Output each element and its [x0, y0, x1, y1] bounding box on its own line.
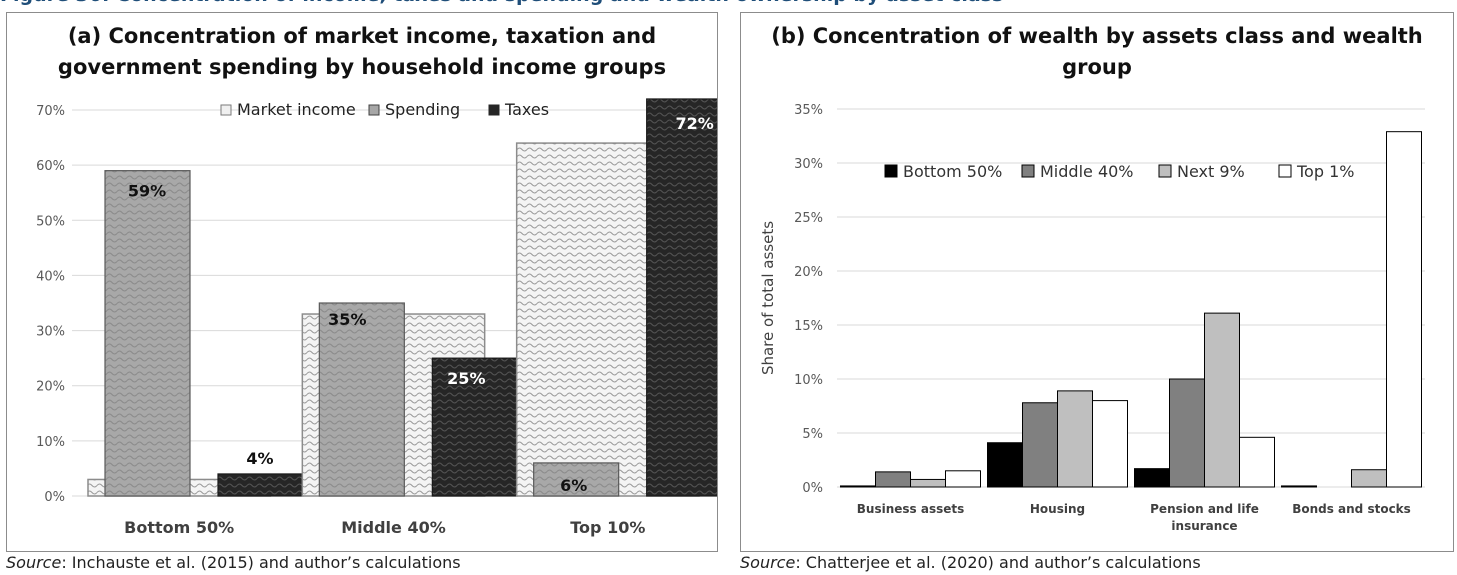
source-a: Source: Inchauste et al. (2015) and auth… — [6, 553, 461, 572]
chart-a-ytick-label: 10% — [36, 435, 65, 450]
chart-a-data-label: 25% — [447, 369, 485, 388]
chart-a-category-label: Top 10% — [570, 518, 645, 537]
chart-b-ylabel: Share of total assets — [759, 221, 777, 375]
chart-a-legend-label: Spending — [385, 100, 460, 119]
panel-a-title-line1: (a) Concentration of market income, taxa… — [67, 24, 657, 48]
chart-b-legend-label: Bottom 50% — [903, 162, 1002, 181]
chart-a-legend-swatch — [220, 104, 232, 116]
chart-a-legend-label: Taxes — [504, 100, 549, 119]
bar-spending-top-10 — [533, 462, 620, 497]
bar-middle-40-0 — [875, 471, 911, 488]
bar-next-9-2 — [1204, 312, 1240, 488]
chart-a-category-label: Bottom 50% — [124, 518, 234, 537]
panel-b-title-line1: (b) Concentration of wealth by assets cl… — [771, 24, 1423, 48]
bar-top-1-3 — [1386, 131, 1422, 488]
bar-middle-40-2 — [1169, 378, 1205, 488]
bar-middle-40-1 — [1022, 402, 1058, 488]
chart-b: 0% 5% 10% 15% 20% 25% 30% 35% Share of total as… — [759, 103, 1425, 533]
bar-bottom-50-3 — [1281, 485, 1317, 488]
bar-top-1-2 — [1239, 436, 1275, 488]
chart-b-ytick-label: 15% — [794, 319, 823, 334]
chart-a-data-label: 6% — [560, 476, 587, 495]
chart-b-legend-label: Top 1% — [1296, 162, 1354, 181]
chart-b-ytick-label: 30% — [794, 157, 823, 172]
chart-b-legend-label: Next 9% — [1177, 162, 1245, 181]
chart-b-legend-swatch — [884, 164, 898, 178]
bar-bottom-50-0 — [840, 485, 876, 488]
chart-b-ytick-label: 5% — [802, 427, 823, 442]
chart-b-category-label: Bonds and stocks — [1292, 502, 1411, 516]
bar-spending-bottom-50 — [104, 170, 191, 497]
chart-b-legend-swatch — [1278, 164, 1292, 178]
chart-a-ytick-label: 20% — [36, 380, 65, 395]
chart-a-data-label: 4% — [246, 449, 273, 468]
chart-b-legend-label: Middle 40% — [1040, 162, 1134, 181]
chart-b-legend-swatch — [1021, 164, 1035, 178]
source-a-prefix: Source — [6, 553, 62, 572]
bar-bottom-50-2 — [1134, 468, 1170, 488]
panel-b: (b) Concentration of wealth by assets cl… — [740, 12, 1454, 552]
chart-b-ytick-label: 0% — [802, 481, 823, 496]
chart-b-category-label: Housing — [1030, 502, 1085, 516]
chart-a-category-label: Middle 40% — [341, 518, 446, 537]
bar-top-1-1 — [1092, 400, 1128, 488]
bar-top-1-0 — [945, 470, 981, 488]
chart-a-ytick-label: 60% — [36, 159, 65, 174]
chart-a-data-label: 59% — [128, 182, 166, 201]
source-b-text: : Chatterjee et al. (2020) and author’s … — [795, 553, 1201, 572]
source-b: Source: Chatterjee et al. (2020) and aut… — [740, 553, 1201, 572]
bar-taxes-bottom-50 — [217, 473, 304, 497]
chart-a-data-label: 35% — [328, 310, 366, 329]
source-b-prefix: Source — [740, 553, 796, 572]
chart-a-data-label: 72% — [676, 114, 714, 133]
chart-a-ytick-label: 30% — [36, 325, 65, 340]
panel-a: (a) Concentration of market income, taxa… — [6, 12, 718, 552]
chart-a-ytick-label: 40% — [36, 269, 65, 284]
chart-a-ytick-label: 0% — [44, 490, 65, 505]
bar-bottom-50-1 — [987, 442, 1023, 488]
chart-b-ytick-label: 10% — [794, 373, 823, 388]
chart-b-category-label: insurance — [1171, 519, 1237, 533]
chart-a-ytick-label: 50% — [36, 214, 65, 229]
bar-next-9-0 — [910, 478, 946, 488]
chart-a-legend-swatch — [488, 104, 500, 116]
source-a-text: : Inchauste et al. (2015) and author’s c… — [61, 553, 461, 572]
bar-next-9-3 — [1351, 469, 1387, 488]
chart-b-ytick-label: 20% — [794, 265, 823, 280]
chart-b-legend-swatch — [1158, 164, 1172, 178]
chart-a-legend-label: Market income — [237, 100, 356, 119]
bar-taxes-middle-40 — [431, 357, 518, 497]
chart-a: 0% 10% 20% 30% 40% 50% 60% 70% Bottom 50% Middle… — [36, 98, 717, 537]
chart-b-category-label: Pension and life — [1150, 502, 1259, 516]
bar-taxes-top-10 — [646, 98, 717, 497]
chart-b-ytick-label: 25% — [794, 211, 823, 226]
panel-a-title-line2: government spending by household income … — [57, 55, 667, 79]
panel-b-title-line2: group — [1062, 55, 1132, 79]
chart-a-ytick-label: 70% — [36, 104, 65, 119]
chart-b-category-label: Business assets — [857, 502, 965, 516]
figure-title: Figure 36: Concentration of income, taxe… — [0, 0, 1457, 12]
bar-spending-middle-40 — [318, 302, 405, 497]
bar-next-9-1 — [1057, 390, 1093, 488]
chart-b-ytick-label: 35% — [794, 103, 823, 118]
chart-a-legend-swatch — [368, 104, 380, 116]
